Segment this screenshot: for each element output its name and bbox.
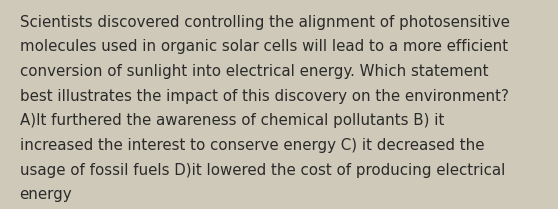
Text: A)It furthered the awareness of chemical pollutants B) it: A)It furthered the awareness of chemical… xyxy=(20,113,444,128)
Text: increased the interest to conserve energy C) it decreased the: increased the interest to conserve energ… xyxy=(20,138,484,153)
Text: conversion of sunlight into electrical energy. Which statement: conversion of sunlight into electrical e… xyxy=(20,64,488,79)
Text: Scientists discovered controlling the alignment of photosensitive: Scientists discovered controlling the al… xyxy=(20,15,509,30)
Text: energy: energy xyxy=(20,187,72,202)
Text: molecules used in organic solar cells will lead to a more efficient: molecules used in organic solar cells wi… xyxy=(20,39,508,54)
Text: best illustrates the impact of this discovery on the environment?: best illustrates the impact of this disc… xyxy=(20,89,508,104)
Text: usage of fossil fuels D)it lowered the cost of producing electrical: usage of fossil fuels D)it lowered the c… xyxy=(20,163,505,178)
